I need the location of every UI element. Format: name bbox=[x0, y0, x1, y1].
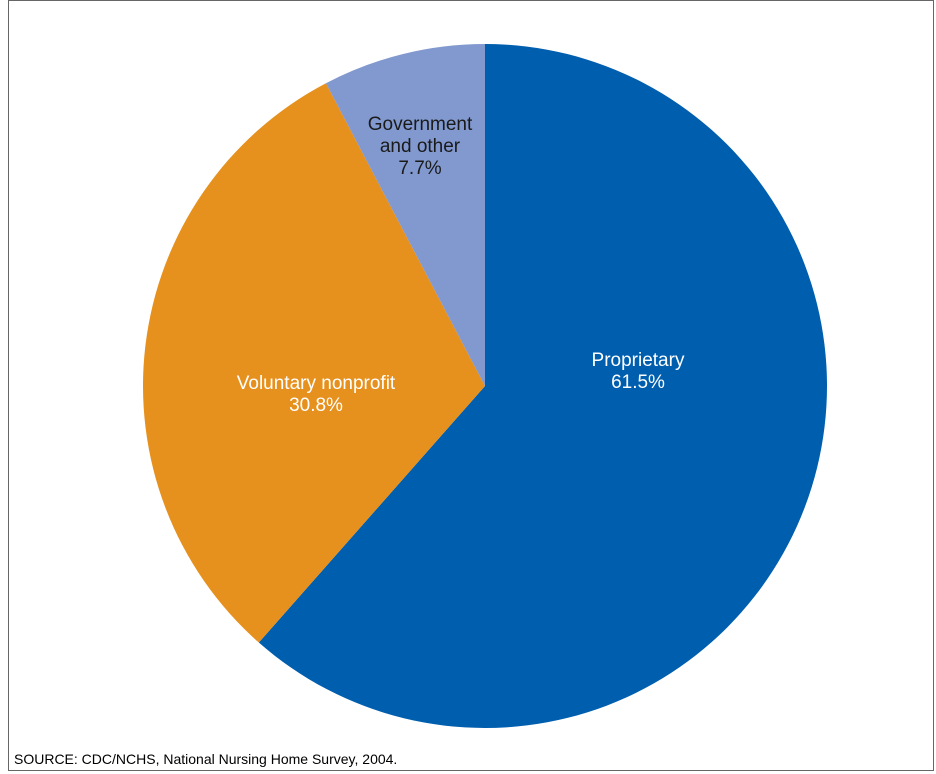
pie-slice-voluntary-nonprofit bbox=[143, 83, 486, 643]
pie-slices bbox=[143, 44, 828, 728]
slice-category-label: Government bbox=[368, 114, 473, 135]
pie-slice-proprietary bbox=[258, 44, 828, 728]
slice-value-label: 61.5% bbox=[611, 372, 665, 393]
source-note: SOURCE: CDC/NCHS, National Nursing Home … bbox=[14, 751, 398, 767]
slice-value-label: 7.7% bbox=[398, 158, 441, 179]
slice-value-label: 30.8% bbox=[289, 395, 343, 416]
slice-category-label: Proprietary bbox=[592, 350, 685, 371]
slice-category-label: and other bbox=[380, 136, 461, 157]
slice-category-label: Voluntary nonprofit bbox=[237, 373, 396, 394]
pie-slice-government-and-other bbox=[325, 44, 485, 386]
